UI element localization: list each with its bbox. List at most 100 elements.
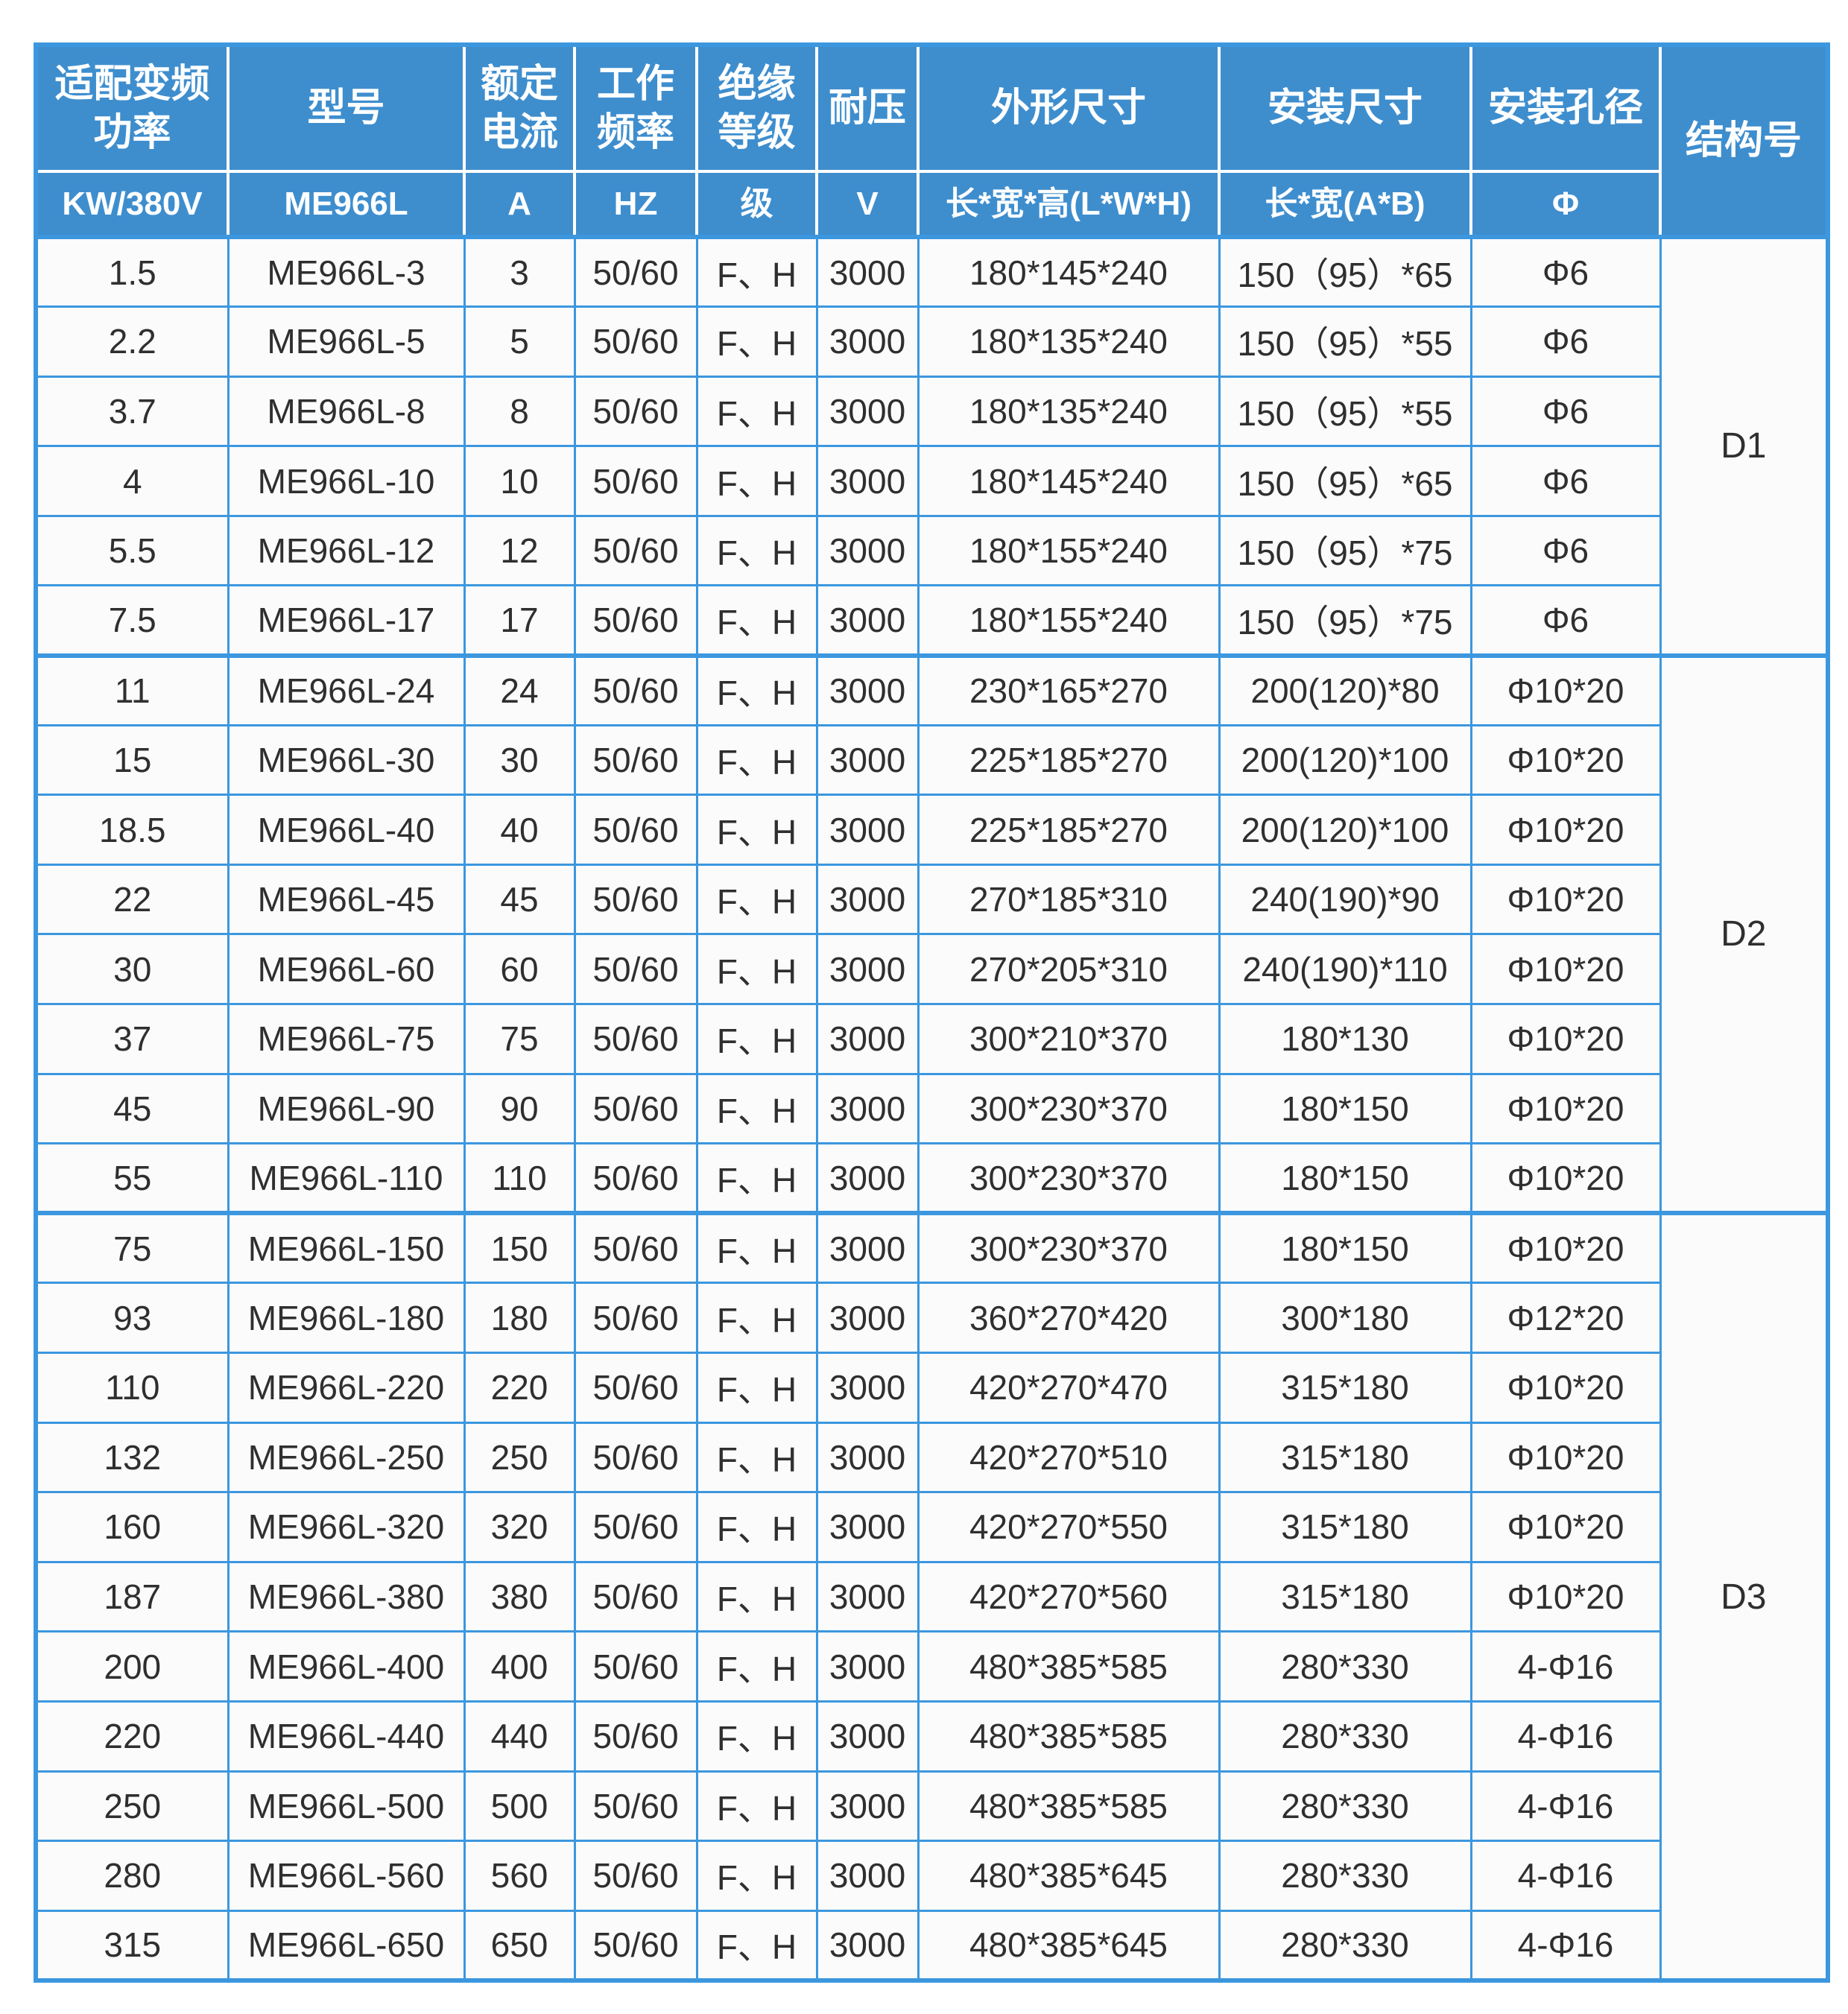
- cell-mounting: 240(190)*110: [1218, 933, 1472, 1006]
- cell-dimensions: 300*230*370: [917, 1211, 1221, 1285]
- cell-current: 5: [463, 305, 576, 378]
- cell-dimensions: 225*185*270: [917, 723, 1221, 797]
- cell-mounting: 180*150: [1218, 1072, 1472, 1145]
- cell-current: 75: [463, 1003, 576, 1075]
- cell-hole: Φ10*20: [1469, 933, 1662, 1006]
- cell-mounting: 150（95）*75: [1218, 584, 1472, 657]
- cell-power: 5.5: [34, 514, 230, 587]
- cell-voltage: 3000: [815, 1491, 920, 1563]
- cell-dimensions: 360*270*420: [917, 1282, 1221, 1354]
- cell-dimensions: 300*230*370: [917, 1072, 1221, 1145]
- cell-frequency: 50/60: [573, 1770, 698, 1843]
- cell-hole: Φ10*20: [1469, 1211, 1662, 1285]
- cell-current: 3: [463, 235, 576, 308]
- cell-voltage: 3000: [815, 375, 920, 448]
- cell-model: ME966L-10: [227, 445, 466, 517]
- cell-voltage: 3000: [815, 1630, 920, 1703]
- cell-model: ME966L-17: [227, 584, 466, 657]
- cell-power: 7.5: [34, 584, 230, 657]
- structure-cell: D3: [1659, 1211, 1829, 1982]
- table-row: 11 ME966L-24 24 50/60 F、H 3000 230*165*2…: [34, 653, 1829, 1215]
- cell-power: 30: [34, 933, 230, 1006]
- table-row: 2.2 ME966L-5 5 50/60 F、H 3000 180*135*24…: [34, 305, 1828, 378]
- cell-insulation: F、H: [695, 863, 818, 936]
- cell-frequency: 50/60: [573, 584, 698, 657]
- cell-power: 280: [34, 1840, 230, 1912]
- table-row: 132 ME966L-250 250 50/60 F、H 3000 420*27…: [34, 1421, 1828, 1494]
- cell-model: ME966L-320: [227, 1491, 466, 1563]
- cell-mounting: 150（95）*65: [1218, 445, 1472, 517]
- cell-current: 8: [463, 375, 576, 448]
- col-unit-current: A: [463, 170, 576, 238]
- cell-mounting: 200(120)*100: [1218, 794, 1472, 866]
- cell-power: 55: [34, 1142, 230, 1215]
- cell-dimensions: 180*145*240: [917, 445, 1221, 517]
- cell-mounting: 280*330: [1218, 1909, 1472, 1982]
- cell-power: 3.7: [34, 375, 230, 448]
- cell-model: ME966L-5: [227, 305, 466, 378]
- table-row: 160 ME966L-320 320 50/60 F、H 3000 420*27…: [34, 1491, 1828, 1563]
- cell-mounting: 280*330: [1218, 1770, 1472, 1843]
- col-unit-power: KW/380V: [34, 170, 230, 238]
- cell-dimensions: 480*385*585: [917, 1700, 1221, 1773]
- cell-mounting: 280*330: [1218, 1700, 1472, 1773]
- col-unit-hole: Φ: [1469, 170, 1662, 238]
- cell-frequency: 50/60: [573, 1909, 698, 1982]
- cell-current: 650: [463, 1909, 576, 1982]
- cell-frequency: 50/60: [573, 235, 698, 308]
- col-header-voltage: 耐压: [815, 43, 920, 173]
- table-header: 适配变频功率 型号 额定电流 工作频率 绝缘等级 耐压 外形尺寸 安装尺寸 安装…: [34, 43, 1829, 238]
- cell-voltage: 3000: [815, 653, 920, 726]
- cell-power: 15: [34, 723, 230, 797]
- cell-mounting: 150（95）*65: [1218, 235, 1472, 308]
- cell-dimensions: 420*270*510: [917, 1421, 1221, 1494]
- cell-power: 93: [34, 1282, 230, 1354]
- cell-model: ME966L-500: [227, 1770, 466, 1843]
- cell-voltage: 3000: [815, 1840, 920, 1912]
- cell-power: 18.5: [34, 794, 230, 866]
- cell-dimensions: 180*155*240: [917, 514, 1221, 587]
- col-unit-frequency: HZ: [573, 170, 698, 238]
- col-unit-insulation: 级: [695, 170, 818, 238]
- cell-hole: Φ6: [1469, 445, 1662, 517]
- cell-voltage: 3000: [815, 235, 920, 308]
- cell-current: 320: [463, 1491, 576, 1563]
- cell-power: 45: [34, 1072, 230, 1145]
- cell-frequency: 50/60: [573, 1282, 698, 1354]
- cell-power: 220: [34, 1700, 230, 1773]
- table-row: 315 ME966L-650 650 50/60 F、H 3000 480*38…: [34, 1909, 1828, 1982]
- cell-power: 4: [34, 445, 230, 517]
- cell-power: 2.2: [34, 305, 230, 378]
- cell-mounting: 150（95）*75: [1218, 514, 1472, 587]
- table-row: 5.5 ME966L-12 12 50/60 F、H 3000 180*155*…: [34, 514, 1828, 587]
- cell-voltage: 3000: [815, 1770, 920, 1843]
- cell-model: ME966L-24: [227, 653, 466, 726]
- cell-power: 250: [34, 1770, 230, 1843]
- cell-hole: Φ10*20: [1469, 1072, 1662, 1145]
- cell-insulation: F、H: [695, 1282, 818, 1354]
- table-row: 15 ME966L-30 30 50/60 F、H 3000 225*185*2…: [34, 723, 1828, 797]
- cell-hole: Φ10*20: [1469, 723, 1662, 797]
- cell-current: 500: [463, 1770, 576, 1843]
- cell-power: 11: [34, 653, 230, 726]
- cell-mounting: 315*180: [1218, 1352, 1472, 1424]
- cell-insulation: F、H: [695, 305, 818, 378]
- cell-frequency: 50/60: [573, 1491, 698, 1563]
- cell-power: 22: [34, 863, 230, 936]
- cell-frequency: 50/60: [573, 375, 698, 448]
- col-unit-voltage: V: [815, 170, 920, 238]
- table-row: 93 ME966L-180 180 50/60 F、H 3000 360*270…: [34, 1282, 1828, 1354]
- col-header-structure: 结构号: [1659, 43, 1829, 238]
- cell-dimensions: 270*205*310: [917, 933, 1221, 1006]
- cell-insulation: F、H: [695, 1003, 818, 1075]
- col-header-hole: 安装孔径: [1469, 43, 1662, 173]
- table-row: 45 ME966L-90 90 50/60 F、H 3000 300*230*3…: [34, 1072, 1828, 1145]
- cell-insulation: F、H: [695, 1142, 818, 1215]
- product-spec-table: 适配变频功率 型号 额定电流 工作频率 绝缘等级 耐压 外形尺寸 安装尺寸 安装…: [34, 42, 1830, 1983]
- col-header-power: 适配变频功率: [34, 43, 230, 173]
- cell-mounting: 315*180: [1218, 1421, 1472, 1494]
- cell-voltage: 3000: [815, 445, 920, 517]
- cell-hole: Φ10*20: [1469, 1142, 1662, 1215]
- table-row: 110 ME966L-220 220 50/60 F、H 3000 420*27…: [34, 1352, 1828, 1424]
- cell-frequency: 50/60: [573, 1072, 698, 1145]
